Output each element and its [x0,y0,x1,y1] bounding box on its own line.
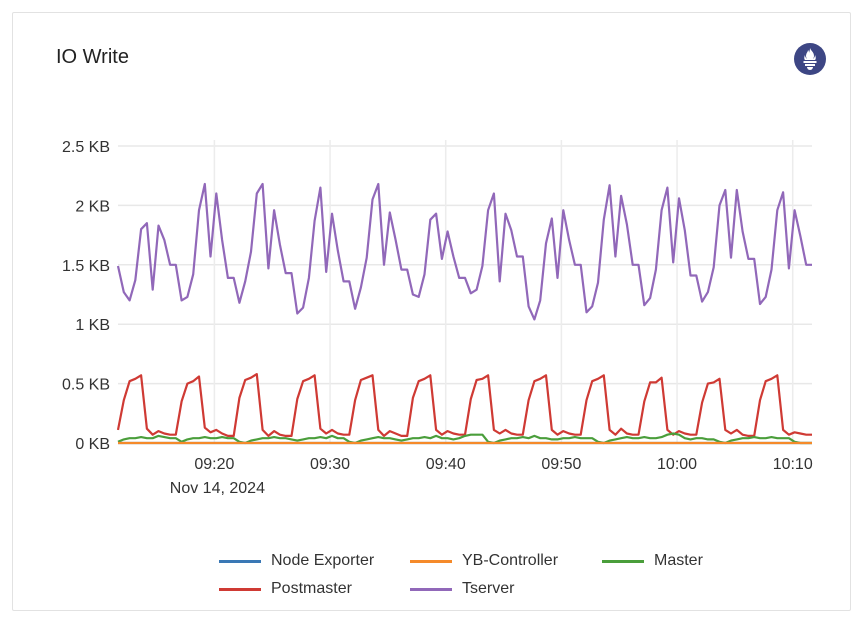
y-tick-label: 1.5 KB [62,258,110,275]
x-tick-label: 09:50 [541,456,581,473]
y-tick-label: 2 KB [75,198,110,215]
legend-label: YB-Controller [462,552,559,569]
x-tick-label: 10:00 [657,456,697,473]
io-write-panel [12,12,851,611]
legend-item[interactable]: Postmaster [219,580,352,598]
legend-label: Master [654,552,703,569]
legend-item[interactable]: Tserver [410,580,514,598]
legend-item[interactable]: Node Exporter [219,552,374,570]
y-tick-label: 0 KB [75,436,110,453]
legend-label: Node Exporter [271,552,375,569]
legend-swatch [602,559,644,563]
legend-swatch [219,587,261,591]
x-tick-label: 09:30 [310,456,350,473]
y-tick-label: 1 KB [75,317,110,334]
x-tick-label: 10:10 [773,456,813,473]
series-line-tserver [116,182,812,321]
x-date-label: Nov 14, 2024 [170,480,265,497]
legend-item[interactable]: YB-Controller [410,552,558,570]
series-line-postmaster [116,373,812,437]
y-tick-label: 2.5 KB [62,139,110,156]
y-tick-label: 0.5 KB [62,377,110,394]
legend-swatch [219,559,261,563]
legend-swatch [410,587,452,591]
legend-item[interactable]: Master [602,552,703,570]
legend-label: Tserver [462,580,515,597]
x-tick-label: 09:20 [194,456,234,473]
legend-swatch [410,559,452,563]
prometheus-icon[interactable] [794,43,826,75]
x-tick-label: 09:40 [426,456,466,473]
series-line-master [117,432,812,445]
panel-title: IO Write [56,46,129,68]
legend-label: Postmaster [271,580,352,597]
